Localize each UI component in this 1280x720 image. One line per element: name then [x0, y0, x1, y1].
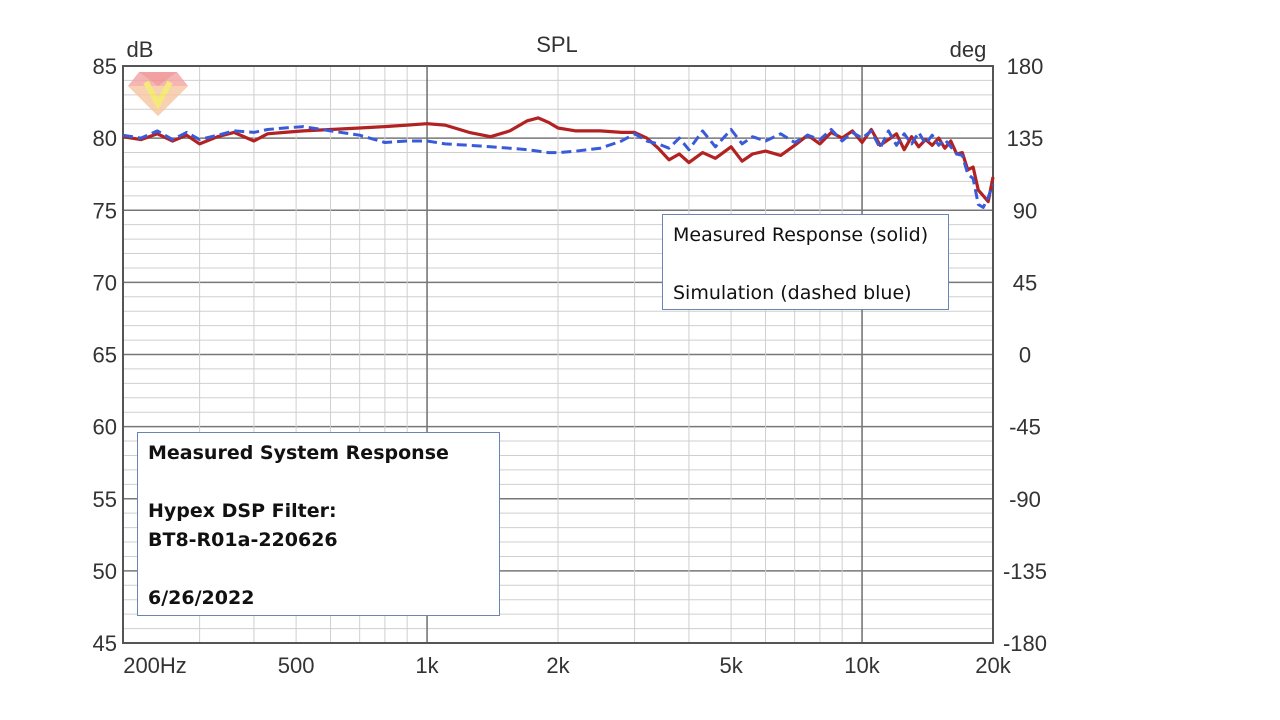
legend-simulation-label: Simulation (dashed blue) [673, 282, 912, 304]
legend-box: Measured Response (solid) Simulation (da… [662, 214, 949, 310]
info-title: Measured System Response [148, 442, 449, 464]
red-diamond-watermark-icon [128, 72, 188, 116]
y-tick-label: 80 [93, 126, 117, 151]
measured-response-line [122, 116, 995, 204]
y-tick-label: 65 [93, 343, 117, 368]
y-tick-label: 75 [93, 198, 117, 223]
y-tick-label: 55 [93, 487, 117, 512]
x-tick-label: 1k [415, 653, 439, 678]
y-tick-label: 50 [93, 559, 117, 584]
info-filter-name: BT8-R01a-220626 [148, 529, 338, 551]
y2-tick-label: 45 [1013, 270, 1037, 295]
y2-tick-label: 0 [1019, 343, 1031, 368]
series-layer [122, 116, 995, 209]
x-tick-label: 500 [278, 653, 315, 678]
simulation-line [122, 125, 995, 209]
y2-tick-label: -135 [1003, 559, 1047, 584]
y-axis-unit: dB [127, 37, 154, 62]
x-tick-label: 20k [975, 653, 1011, 678]
x-tick-label: 200Hz [123, 653, 187, 678]
y2-tick-label: 90 [1013, 198, 1037, 223]
info-box: Measured System Response Hypex DSP Filte… [137, 432, 500, 616]
plot-frame [122, 65, 994, 644]
x-tick-label: 10k [844, 653, 880, 678]
x-tick-label: 2k [546, 653, 570, 678]
info-filter-label: Hypex DSP Filter: [148, 500, 337, 522]
chart-title: SPL [536, 32, 578, 57]
x-tick-label: 5k [719, 653, 743, 678]
y2-tick-label: 135 [1007, 126, 1044, 151]
y2-axis-unit: deg [950, 37, 987, 62]
y2-tick-label: 180 [1007, 54, 1044, 79]
y-tick-label: 70 [93, 270, 117, 295]
y2-tick-label: -45 [1009, 415, 1041, 440]
y2-tick-label: -90 [1009, 487, 1041, 512]
y2-tick-label: -180 [1003, 631, 1047, 656]
legend-measured-label: Measured Response (solid) [673, 224, 929, 246]
info-date: 6/26/2022 [148, 587, 255, 609]
axis-labels: 85 80 75 70 65 60 55 50 45 180 135 90 45 0 -45 -90 -135 -… [93, 54, 1048, 678]
y-tick-label: 60 [93, 415, 117, 440]
y-tick-label: 45 [93, 631, 117, 656]
y-tick-label: 85 [93, 54, 117, 79]
